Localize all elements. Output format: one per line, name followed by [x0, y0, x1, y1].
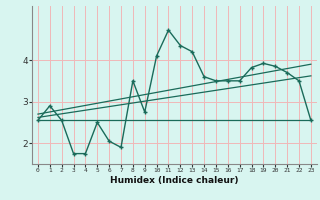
X-axis label: Humidex (Indice chaleur): Humidex (Indice chaleur) — [110, 176, 239, 185]
